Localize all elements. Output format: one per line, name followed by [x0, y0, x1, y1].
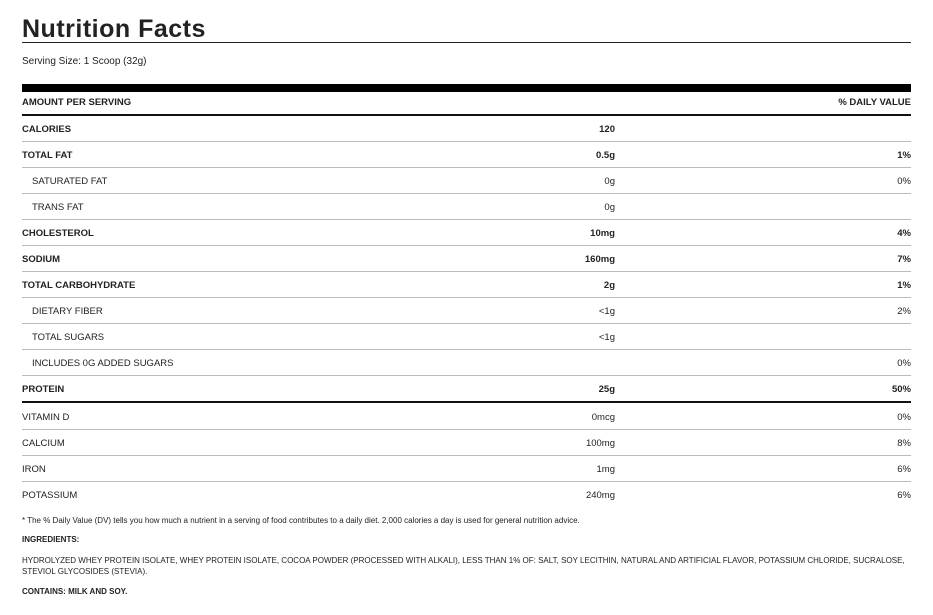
nutrient-name: TOTAL SUGARS — [32, 332, 105, 343]
nutrient-name: TOTAL FAT — [22, 150, 73, 161]
nutrient-row: CALCIUM 100mg 8% — [22, 430, 911, 456]
nutrient-daily-value: 6% — [897, 490, 911, 501]
allergen-statement: CONTAINS: MILK AND SOY. — [22, 587, 128, 596]
nutrient-daily-value: 7% — [897, 254, 911, 265]
nutrient-name: IRON — [22, 464, 46, 475]
nutrient-daily-value: 0% — [897, 176, 911, 187]
nutrient-name: POTASSIUM — [22, 490, 78, 501]
nutrient-amount: 0.5g — [595, 150, 615, 161]
nutrient-row: TOTAL SUGARS <1g — [22, 324, 911, 350]
nutrient-amount: 240mg — [585, 490, 615, 501]
nutrient-name: PROTEIN — [22, 384, 65, 395]
nutrient-row: TOTAL CARBOHYDRATE 2g 1% — [22, 272, 911, 298]
footnote: * The % Daily Value (DV) tells you how m… — [22, 516, 580, 525]
nutrient-row: IRON 1mg 6% — [22, 456, 911, 482]
amount-header: AMOUNT PER SERVING — [22, 97, 132, 108]
nutrient-row: CALORIES 120 — [22, 116, 911, 142]
nutrient-daily-value: 50% — [891, 384, 911, 395]
nutrient-row: TOTAL FAT 0.5g 1% — [22, 142, 911, 168]
nutrient-daily-value: 1% — [897, 280, 911, 291]
nutrient-daily-value: 0% — [897, 358, 911, 369]
divider — [22, 42, 911, 43]
nutrient-amount: 25g — [598, 384, 615, 395]
daily-value-header: % DAILY VALUE — [838, 97, 911, 108]
nutrient-row: INCLUDES 0G ADDED SUGARS 0% — [22, 350, 911, 376]
nutrient-daily-value: 8% — [897, 438, 911, 449]
nutrient-amount: 0g — [604, 202, 615, 213]
nutrient-name: SATURATED FAT — [32, 176, 108, 187]
nutrient-amount: 120 — [599, 124, 615, 135]
nutrient-amount: 2g — [603, 280, 615, 291]
nutrient-row: CHOLESTEROL 10mg 4% — [22, 220, 911, 246]
nutrient-daily-value: 1% — [897, 150, 911, 161]
ingredients-text: HYDROLYZED WHEY PROTEIN ISOLATE, WHEY PR… — [22, 556, 905, 576]
serving-size: Serving Size: 1 Scoop (32g) — [22, 56, 147, 67]
table-header: AMOUNT PER SERVING % DAILY VALUE — [22, 97, 911, 108]
nutrient-name: INCLUDES 0G ADDED SUGARS — [32, 358, 174, 369]
nutrient-name: TOTAL CARBOHYDRATE — [22, 280, 136, 291]
nutrient-row: DIETARY FIBER <1g 2% — [22, 298, 911, 324]
nutrient-row: PROTEIN 25g 50% — [22, 376, 911, 402]
nutrient-daily-value: 0% — [897, 412, 911, 423]
nutrient-amount: 1mg — [596, 464, 615, 475]
nutrient-amount: 100mg — [585, 438, 615, 449]
nutrient-row: SATURATED FAT 0g 0% — [22, 168, 911, 194]
nutrient-name: DIETARY FIBER — [32, 306, 103, 317]
nutrient-row: POTASSIUM 240mg 6% — [22, 482, 911, 508]
nutrient-daily-value: 4% — [897, 228, 911, 239]
nutrient-name: TRANS FAT — [32, 202, 84, 213]
nutrient-name: CALCIUM — [22, 438, 65, 449]
nutrient-name: CALORIES — [22, 124, 72, 135]
nutrient-row: VITAMIN D 0mcg 0% — [22, 404, 911, 430]
nutrient-name: CHOLESTEROL — [22, 228, 94, 239]
nutrient-amount: <1g — [598, 306, 615, 317]
nutrient-daily-value: 6% — [897, 464, 911, 475]
page-title: Nutrition Facts — [22, 15, 206, 43]
ingredients-label: INGREDIENTS: — [22, 535, 80, 544]
nutrient-row: SODIUM 160mg 7% — [22, 246, 911, 272]
nutrient-name: SODIUM — [22, 254, 60, 265]
thick-divider — [22, 84, 911, 92]
divider — [22, 114, 911, 116]
divider — [22, 401, 911, 403]
nutrient-amount: <1g — [598, 332, 615, 343]
nutrient-amount: 0g — [604, 176, 615, 187]
nutrient-amount: 0mcg — [591, 412, 615, 423]
nutrient-row: TRANS FAT 0g — [22, 194, 911, 220]
nutrient-daily-value: 2% — [897, 306, 911, 317]
nutrient-amount: 10mg — [590, 228, 615, 239]
nutrient-name: VITAMIN D — [22, 412, 70, 423]
nutrient-amount: 160mg — [584, 254, 615, 265]
